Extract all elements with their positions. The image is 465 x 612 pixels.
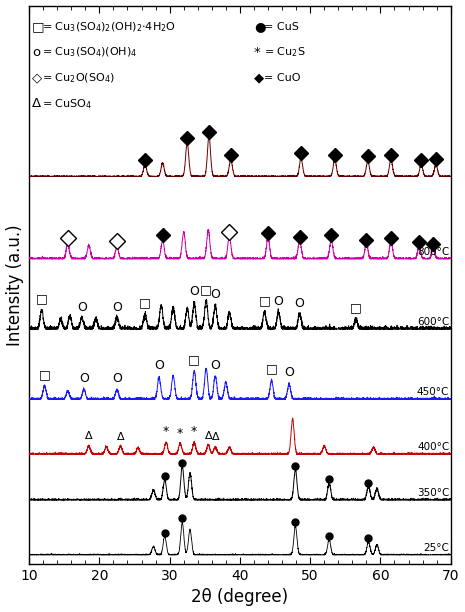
Text: □: □ <box>36 292 47 305</box>
Text: O: O <box>112 371 122 384</box>
Text: □: □ <box>259 294 270 307</box>
Text: O: O <box>284 365 294 379</box>
Text: Δ: Δ <box>212 432 219 442</box>
Text: O: O <box>79 372 89 385</box>
Text: = Cu$_3$(SO$_4$)(OH)$_4$: = Cu$_3$(SO$_4$)(OH)$_4$ <box>42 46 137 59</box>
Text: *: * <box>163 425 169 438</box>
Text: Δ: Δ <box>85 431 93 441</box>
Text: = Cu$_2$O(SO$_4$): = Cu$_2$O(SO$_4$) <box>42 72 114 85</box>
Text: o: o <box>32 46 40 59</box>
Text: □: □ <box>188 353 200 367</box>
Text: O: O <box>210 359 220 372</box>
Text: ◆: ◆ <box>254 72 264 84</box>
Text: Δ: Δ <box>32 97 41 110</box>
Text: □: □ <box>350 301 362 315</box>
Text: = Cu$_2$S: = Cu$_2$S <box>264 46 306 59</box>
Text: O: O <box>77 301 87 314</box>
Text: 450°C: 450°C <box>417 387 449 397</box>
Text: □: □ <box>139 296 151 309</box>
Text: O: O <box>189 285 199 299</box>
Text: = Cu$_3$(SO$_4$)$_2$(OH)$_2$$\cdot$4H$_2$O: = Cu$_3$(SO$_4$)$_2$(OH)$_2$$\cdot$4H$_2… <box>42 20 176 34</box>
Text: □: □ <box>200 283 212 296</box>
Text: 600°C: 600°C <box>417 317 449 327</box>
Y-axis label: Intensity (a.u.): Intensity (a.u.) <box>6 224 24 346</box>
Text: ◇: ◇ <box>32 72 42 84</box>
Text: = CuO: = CuO <box>264 73 300 83</box>
Text: = CuS: = CuS <box>264 22 299 32</box>
X-axis label: 2θ (degree): 2θ (degree) <box>191 589 288 606</box>
Text: = CuSO$_4$: = CuSO$_4$ <box>42 97 92 111</box>
Text: 25°C: 25°C <box>424 543 449 553</box>
Text: *: * <box>177 427 183 439</box>
Text: 400°C: 400°C <box>417 442 449 452</box>
Text: Δ: Δ <box>117 431 124 442</box>
Text: O: O <box>154 359 164 372</box>
Text: 800°C: 800°C <box>417 247 449 257</box>
Text: *: * <box>254 46 261 59</box>
Text: □: □ <box>266 362 278 375</box>
Text: □: □ <box>39 368 50 381</box>
Text: O: O <box>295 297 305 310</box>
Text: O: O <box>273 295 284 308</box>
Text: O: O <box>210 288 220 301</box>
Text: *: * <box>191 425 197 438</box>
Text: O: O <box>112 301 122 314</box>
Text: Δ: Δ <box>205 431 212 441</box>
Text: □: □ <box>32 20 45 34</box>
Text: ●: ● <box>254 20 266 34</box>
Text: 350°C: 350°C <box>417 488 449 498</box>
